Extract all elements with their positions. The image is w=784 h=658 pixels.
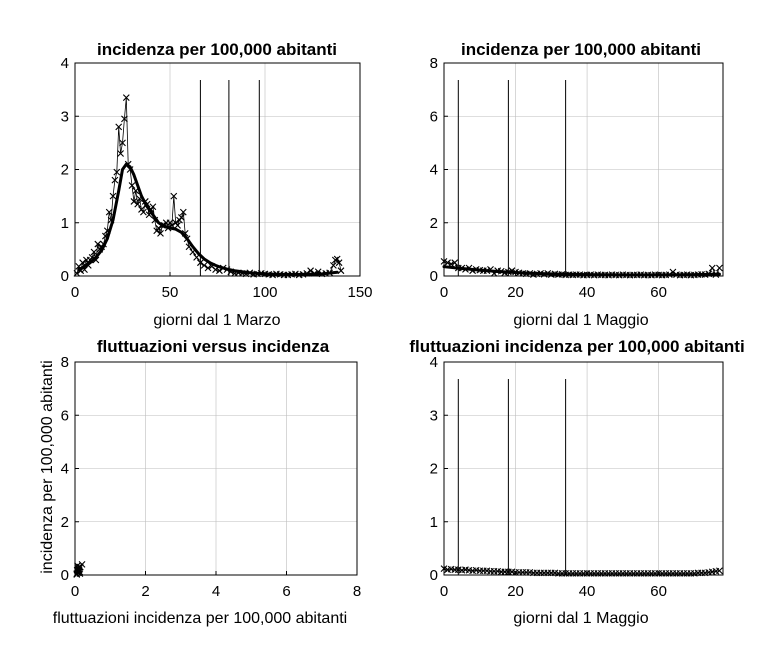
data-point-marker [115, 123, 123, 131]
y-tick-label: 0 [430, 268, 438, 285]
data-point-marker [335, 259, 343, 267]
data-point-marker [119, 139, 126, 147]
y-tick-label: 0 [430, 567, 438, 584]
data-point-marker [333, 255, 341, 263]
data-point-marker [74, 565, 82, 573]
data-point-marker [90, 248, 98, 256]
data-point-marker [157, 230, 164, 237]
data-point-marker [140, 208, 147, 216]
data-point-marker [75, 563, 83, 571]
data-point-marker [105, 208, 113, 216]
data-point-marker [130, 198, 138, 205]
x-tick-label: 100 [252, 284, 277, 301]
y-axis-label: incidenza per 100,000 abitanti [39, 360, 56, 574]
x-tick-label: 8 [353, 583, 361, 600]
y-tick-label: 8 [430, 55, 438, 72]
x-tick-label: 2 [141, 583, 149, 600]
data-point-marker [76, 570, 84, 578]
data-point-marker [179, 208, 187, 216]
y-tick-label: 2 [61, 162, 69, 179]
x-tick-label: 60 [650, 284, 667, 301]
data-point-marker [134, 200, 142, 208]
data-point-marker [170, 192, 178, 200]
plot-fluttuazioni-maggio: fluttuazioni incidenza per 100,000 abita… [409, 337, 744, 627]
data-point-marker [113, 168, 121, 176]
plot-title: fluttuazioni incidenza per 100,000 abita… [409, 337, 744, 356]
data-point-marker [155, 224, 162, 232]
data-point-marker [94, 240, 102, 248]
plot-incidenza-maggio: incidenza per 100,000 abitanti giorni da… [430, 40, 724, 329]
y-tick-label: 4 [61, 461, 69, 478]
data-point-marker [117, 150, 124, 157]
y-tick-label: 1 [430, 514, 438, 531]
y-tick-label: 2 [430, 461, 438, 478]
data-point-marker [204, 264, 212, 272]
y-tick-label: 4 [430, 354, 438, 371]
x-tick-label: 4 [212, 583, 220, 600]
y-tick-label: 3 [61, 108, 69, 125]
plot-fluttuazioni-versus-incidenza: fluttuazioni versus incidenza fluttuazio… [39, 337, 361, 627]
plot-incidenza-marzo: incidenza per 100,000 abitanti giorni da… [61, 40, 373, 329]
y-tick-label: 8 [61, 354, 69, 371]
smoothed-curve [77, 162, 339, 276]
x-tick-label: 60 [650, 583, 667, 600]
y-tick-label: 0 [61, 567, 69, 584]
data-point-marker [337, 267, 345, 275]
x-tick-label: 6 [282, 583, 290, 600]
y-tick-label: 0 [61, 268, 69, 285]
x-axis-label: giorni dal 1 Maggio [513, 610, 648, 627]
data-point-marker [149, 203, 157, 211]
data-point-marker [122, 94, 130, 102]
x-axis-label: giorni dal 1 Maggio [513, 312, 648, 329]
data-point-marker [178, 214, 185, 221]
data-point-marker [716, 264, 723, 272]
x-tick-label: 50 [162, 284, 179, 301]
data-point-marker [197, 259, 204, 267]
x-axis-label: fluttuazioni incidenza per 100,000 abita… [53, 610, 347, 627]
data-point-marker [708, 264, 716, 272]
plot-title: incidenza per 100,000 abitanti [97, 40, 337, 59]
x-tick-label: 20 [507, 284, 524, 301]
y-tick-label: 1 [61, 215, 69, 232]
x-tick-label: 20 [507, 583, 524, 600]
plot-title: incidenza per 100,000 abitanti [461, 40, 701, 59]
data-point-marker [716, 567, 723, 575]
y-tick-label: 3 [430, 407, 438, 424]
x-tick-label: 40 [579, 284, 596, 301]
data-point-marker [121, 115, 128, 123]
data-point-marker [128, 182, 136, 189]
data-point-marker [109, 192, 117, 200]
y-tick-label: 4 [430, 162, 438, 179]
x-axis-label: giorni dal 1 Marzo [153, 312, 280, 329]
y-tick-label: 6 [430, 108, 438, 125]
data-point-marker [111, 176, 119, 184]
y-tick-label: 4 [61, 55, 69, 72]
y-tick-label: 2 [61, 514, 69, 531]
x-tick-label: 0 [440, 583, 448, 600]
data-point-marker [330, 261, 337, 269]
y-tick-label: 2 [430, 215, 438, 232]
plot-title: fluttuazioni versus incidenza [97, 337, 330, 356]
y-tick-label: 6 [61, 407, 69, 424]
data-point-marker [451, 259, 459, 267]
x-tick-label: 0 [71, 583, 79, 600]
x-tick-label: 40 [579, 583, 596, 600]
data-point-marker [200, 261, 208, 269]
data-point-marker [331, 256, 339, 264]
data-point-marker [444, 259, 451, 267]
data-point-marker [174, 222, 181, 229]
x-tick-label: 150 [347, 284, 372, 301]
x-tick-label: 0 [440, 284, 448, 301]
smoothed-curve [442, 265, 721, 277]
x-tick-label: 0 [71, 284, 79, 301]
